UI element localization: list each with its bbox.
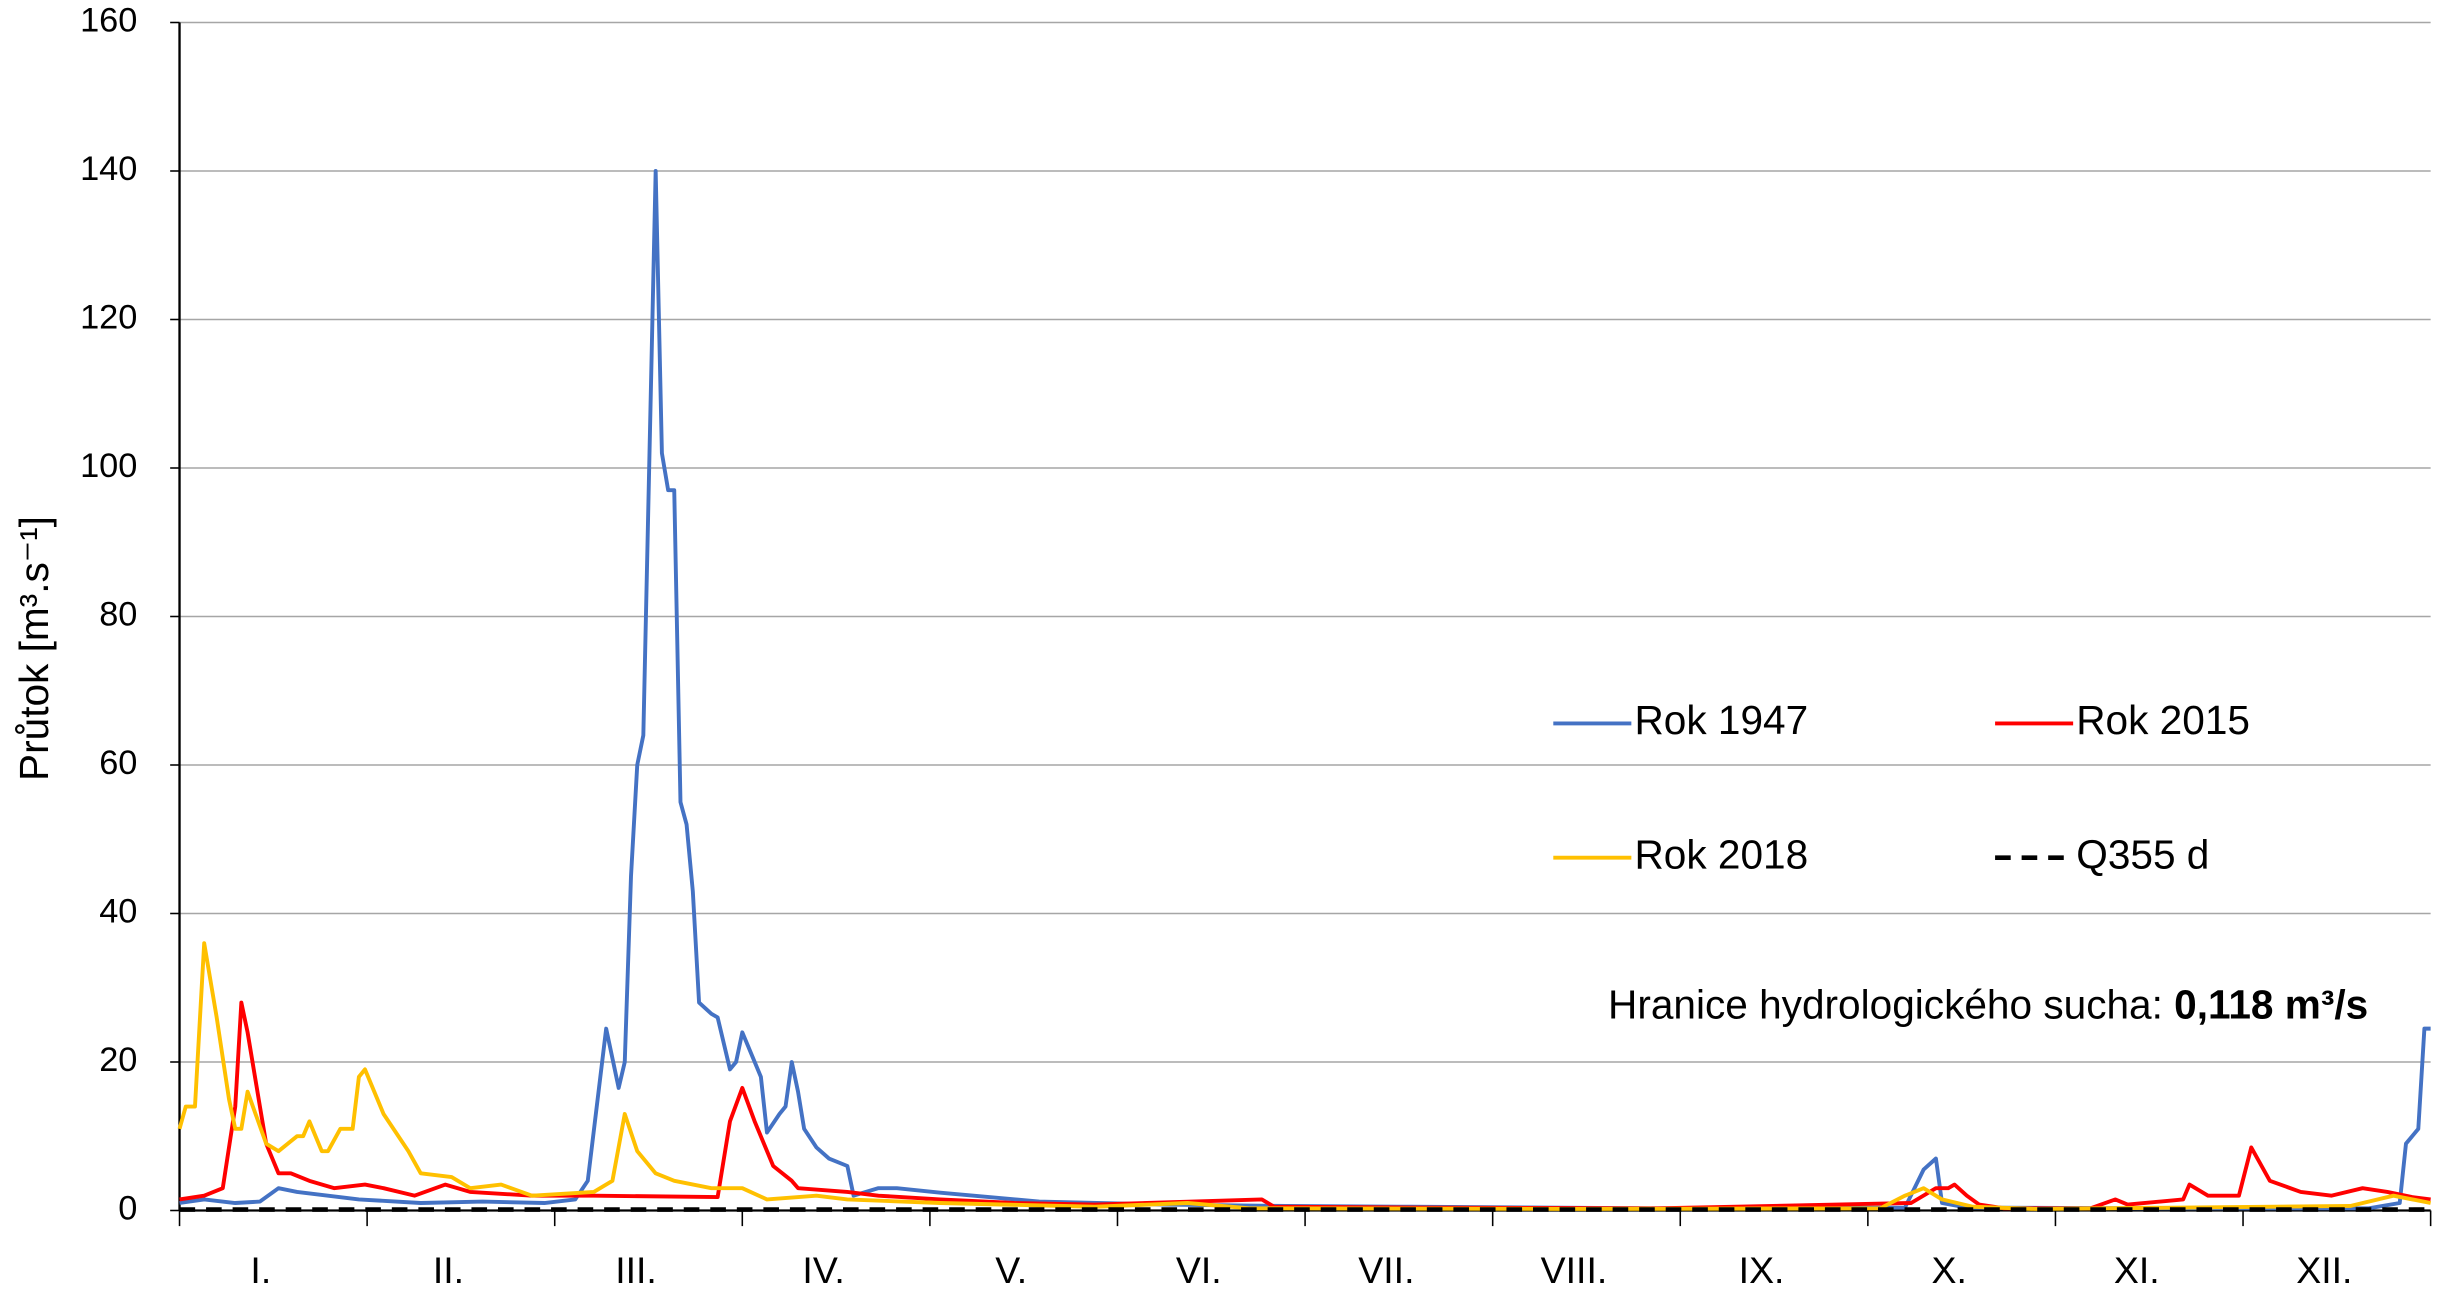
x-tick-label: V. — [995, 1249, 1027, 1291]
y-axis-label: Průtok [m³.s⁻¹] — [11, 516, 57, 781]
y-tick-label: 140 — [80, 150, 137, 188]
series-line — [179, 1000, 2431, 1211]
y-tick-label: 20 — [99, 1041, 137, 1079]
y-tick-label: 0 — [118, 1190, 137, 1228]
x-tick-label: IX. — [1739, 1249, 1785, 1291]
x-tick-label: XI. — [2114, 1249, 2160, 1291]
legend-label: Rok 1947 — [1634, 697, 1808, 743]
y-tick-label: 80 — [99, 596, 137, 634]
y-tick-label: 160 — [80, 2, 137, 40]
y-tick-label: 40 — [99, 893, 137, 931]
y-tick-label: 100 — [80, 447, 137, 485]
annotation: Hranice hydrologického sucha: 0,118 m³/s — [1608, 981, 2368, 1027]
x-tick-label: XII. — [2296, 1249, 2352, 1291]
x-tick-label: VIII. — [1541, 1249, 1608, 1291]
x-tick-label: II. — [433, 1249, 464, 1291]
x-tick-label: I. — [250, 1249, 271, 1291]
legend-label: Rok 2018 — [1634, 831, 1808, 877]
annotation-text: Hranice hydrologického sucha: — [1608, 981, 2174, 1027]
y-tick-label: 120 — [80, 299, 137, 337]
legend-label: Rok 2015 — [2076, 697, 2250, 743]
y-tick-label: 60 — [99, 744, 137, 782]
x-tick-label: VI. — [1176, 1249, 1222, 1291]
x-tick-label: III. — [615, 1249, 657, 1291]
annotation-value: 0,118 m³/s — [2174, 981, 2368, 1027]
series-line — [179, 169, 2431, 1211]
x-tick-label: IV. — [802, 1249, 844, 1291]
legend-label: Q355 d — [2076, 831, 2209, 877]
x-tick-label: X. — [1931, 1249, 1966, 1291]
x-tick-label: VII. — [1358, 1249, 1414, 1291]
